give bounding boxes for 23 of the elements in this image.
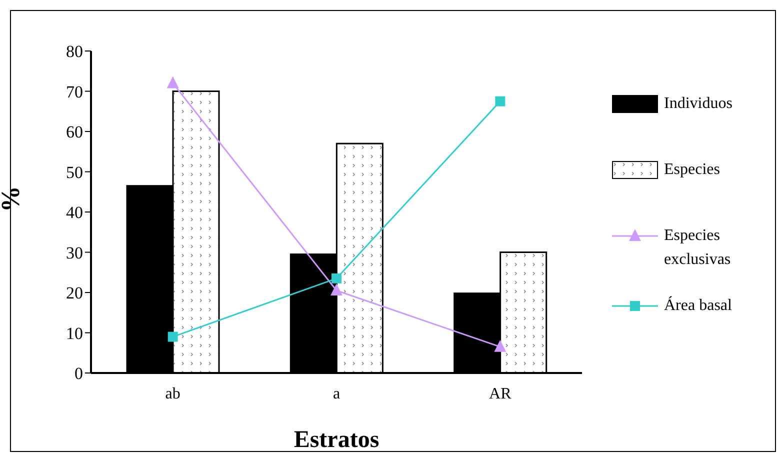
y-tick-label: 20	[66, 284, 83, 303]
y-tick-label: 70	[66, 82, 83, 102]
y-tick-label: 50	[66, 162, 83, 182]
point	[495, 96, 506, 106]
y-tick-label: 40	[66, 203, 83, 222]
y-tick-label: 10	[66, 324, 83, 343]
point	[332, 273, 342, 284]
x-axis-title: Estratos	[294, 427, 380, 453]
x-tick-label: AR	[489, 385, 512, 402]
point	[494, 340, 506, 352]
legend-label: Especies exclusivas	[664, 226, 732, 270]
legend-label: Área basal	[664, 295, 733, 316]
point	[330, 283, 342, 296]
y-tick-label: 30	[66, 243, 83, 262]
point	[168, 332, 178, 342]
y-tick-label: 60	[66, 122, 83, 142]
legend-label: Especies	[664, 160, 721, 180]
y-tick-label: 0	[74, 364, 83, 384]
y-tick-label: 80	[66, 42, 83, 62]
point	[166, 76, 179, 88]
x-tick-label: ab	[165, 385, 180, 402]
legend-label: Individuos	[664, 94, 734, 114]
x-tick-label: a	[332, 385, 340, 402]
